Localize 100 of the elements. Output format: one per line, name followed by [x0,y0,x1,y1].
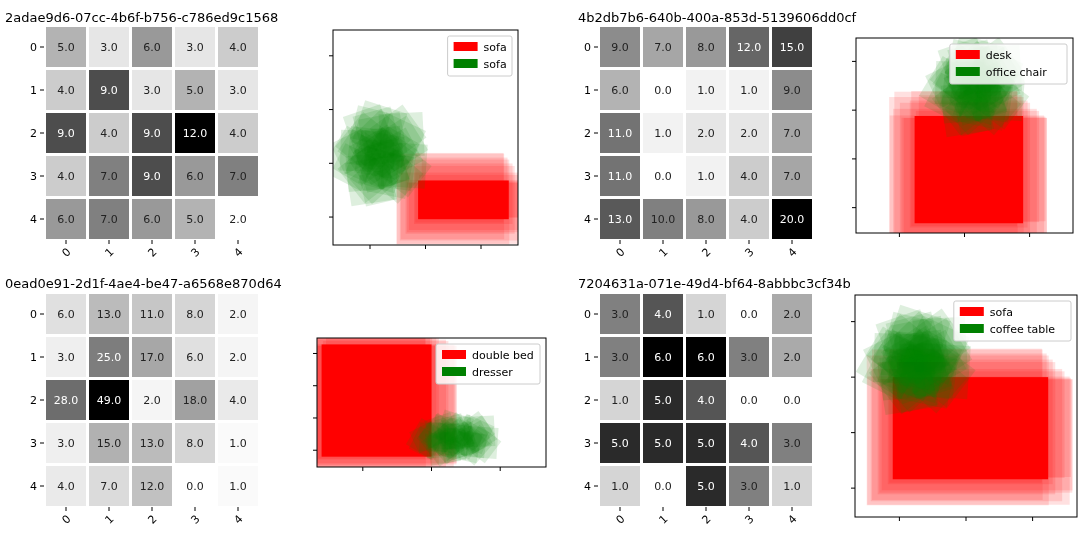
data-label: 4.0 [740,213,758,226]
data-label: 0.0 [654,480,672,493]
data-label: 7.0 [100,480,118,493]
data-label: 5.0 [654,394,672,407]
data-label: 7.0 [654,41,672,54]
data-label: 25.0 [96,351,122,364]
data-label: 10.0 [650,213,676,226]
data-label: 3.0 [57,351,75,364]
data-label: 6.0 [654,351,672,364]
x-tick-label: 1 [656,512,671,527]
data-label: 8.0 [697,41,715,54]
data-label: 28.0 [53,394,79,407]
data-label: 6.0 [611,84,629,97]
data-label: 7.0 [229,170,247,183]
x-tick-label: 0 [59,245,74,260]
data-label: 13.0 [607,213,633,226]
data-label: 49.0 [96,394,122,407]
data-label: 7.0 [783,170,801,183]
x-tick-label: 4 [785,512,800,527]
data-label: 5.0 [57,41,75,54]
legend-label: office chair [985,66,1048,79]
legend-label: sofa [989,306,1013,319]
data-label: 0.0 [740,308,758,321]
y-tick-label: 2 [30,127,37,140]
x-tick-label: 3 [742,512,757,527]
data-label: 6.0 [186,170,204,183]
y-tick-label: 2 [584,394,591,407]
data-label: 4.0 [57,84,75,97]
data-label: 3.0 [100,41,118,54]
y-tick-label: 4 [30,213,37,226]
y-tick-label: 3 [30,437,37,450]
y-tick-label: 2 [584,127,591,140]
x-tick-label: 3 [188,512,203,527]
data-label: 4.0 [740,170,758,183]
data-label: 0.0 [740,394,758,407]
data-label: 8.0 [697,213,715,226]
data-label: 9.0 [100,84,118,97]
legend-label: coffee table [989,323,1056,336]
data-label: 4.0 [229,41,247,54]
y-tick-label: 3 [584,170,591,183]
data-label: 2.0 [229,351,247,364]
y-tick-label: 1 [30,84,37,97]
data-label: 1.0 [783,480,801,493]
data-label: 4.0 [740,437,758,450]
data-label: 4.0 [229,394,247,407]
data-label: 13.0 [96,308,122,321]
data-label: 3.0 [740,351,758,364]
data-label: 11.0 [139,308,165,321]
y-tick-label: 0 [584,41,591,54]
data-label: 2.0 [697,127,715,140]
y-tick-label: 1 [584,84,591,97]
data-label: 2.0 [229,308,247,321]
x-tick-label: 1 [102,245,117,260]
data-label: 4.0 [654,308,672,321]
data-label: 7.0 [100,170,118,183]
data-label: 9.0 [143,170,161,183]
data-label: 3.0 [143,84,161,97]
data-label: 2.0 [143,394,161,407]
data-label: 0.0 [654,170,672,183]
chart-title: 4b2db7b6-640b-400a-853d-5139606dd0cf [578,10,857,25]
data-label: 2.0 [740,127,758,140]
y-tick-label: 0 [30,308,37,321]
data-label: 12.0 [182,127,208,140]
y-tick-label: 0 [30,41,37,54]
data-label: 3.0 [611,351,629,364]
chart-title: 2adae9d6-07cc-4b6f-b756-c786ed9c1568 [5,10,279,25]
data-label: 2.0 [783,351,801,364]
legend-label: dresser [472,366,514,379]
data-label: 20.0 [779,213,805,226]
data-label: 0.0 [783,394,801,407]
data-label: 3.0 [229,84,247,97]
data-label: 9.0 [611,41,629,54]
data-label: 8.0 [186,437,204,450]
data-label: 1.0 [697,84,715,97]
x-tick-label: 0 [613,512,628,527]
data-label: 4.0 [57,170,75,183]
data-label: 1.0 [611,394,629,407]
data-label: 13.0 [139,437,165,450]
data-label: 6.0 [186,351,204,364]
data-label: 12.0 [736,41,762,54]
data-label: 2.0 [229,213,247,226]
x-tick-label: 4 [785,245,800,260]
data-label: 6.0 [143,41,161,54]
data-label: 0.0 [186,480,204,493]
data-label: 5.0 [611,437,629,450]
data-label: 1.0 [697,170,715,183]
data-label: 7.0 [100,213,118,226]
data-label: 1.0 [611,480,629,493]
y-tick-label: 1 [584,351,591,364]
data-label: 4.0 [697,394,715,407]
x-tick-label: 1 [656,245,671,260]
data-label: 0.0 [654,84,672,97]
data-label: 1.0 [740,84,758,97]
y-tick-label: 4 [584,213,591,226]
x-tick-label: 2 [145,512,160,527]
data-label: 3.0 [186,41,204,54]
legend-label: sofa [483,41,507,54]
x-tick-label: 4 [231,245,246,260]
data-label: 4.0 [57,480,75,493]
y-tick-label: 2 [30,394,37,407]
